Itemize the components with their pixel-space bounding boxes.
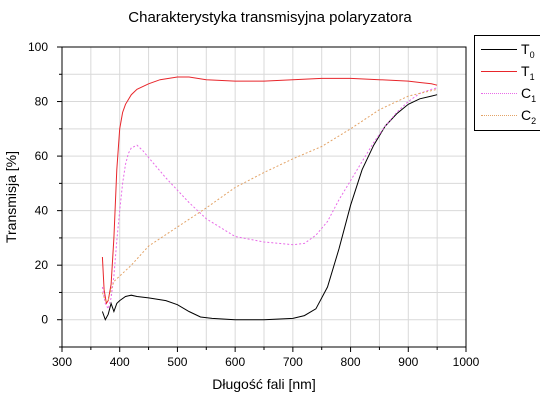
y-tick-label: 40	[35, 204, 49, 218]
x-tick-label: 900	[398, 355, 418, 369]
legend-swatch	[481, 49, 517, 50]
legend-item-t0: T0	[475, 40, 540, 60]
series-line-t1	[101, 76, 438, 305]
legend-label: T0	[521, 41, 535, 60]
y-tick-label: 0	[41, 313, 48, 327]
y-tick-label: 100	[28, 40, 48, 54]
x-tick-label: 500	[167, 355, 187, 369]
x-tick-label: 700	[283, 355, 303, 369]
legend-swatch	[481, 115, 517, 116]
x-tick-label: 400	[110, 355, 130, 369]
y-tick-label: 80	[35, 95, 49, 109]
legend-label: C1	[521, 85, 537, 104]
series-line-c1	[101, 87, 438, 311]
x-axis-label: Długość fali [nm]	[212, 376, 315, 392]
legend: T0 T1 C1 C2	[474, 35, 540, 131]
legend-swatch	[481, 93, 517, 94]
legend-label: T1	[521, 63, 535, 82]
x-tick-label: 800	[341, 355, 361, 369]
y-axis-label: Transmisja [%]	[3, 151, 19, 243]
legend-item-c2: C2	[475, 106, 540, 126]
y-tick-label: 60	[35, 149, 49, 163]
y-tick-label: 20	[35, 258, 49, 272]
legend-item-c1: C1	[475, 84, 540, 104]
series-line-c2	[101, 88, 438, 302]
legend-swatch	[481, 71, 517, 72]
x-tick-label: 600	[225, 355, 245, 369]
x-tick-label: 1000	[453, 355, 480, 369]
legend-label: C2	[521, 107, 537, 126]
legend-item-t1: T1	[475, 62, 540, 82]
x-tick-label: 300	[52, 355, 72, 369]
chart-title: Charakterystyka transmisyjna polaryzator…	[128, 9, 412, 26]
